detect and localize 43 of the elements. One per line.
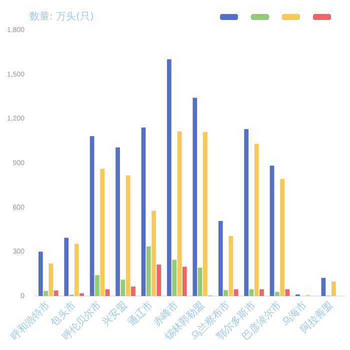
bar [54, 290, 58, 296]
bar [64, 238, 69, 296]
bar [218, 221, 223, 296]
bar [131, 286, 136, 296]
bar [203, 132, 208, 296]
x-tick-label: 兴安盟 [100, 298, 130, 329]
bar [177, 131, 182, 296]
bar [270, 166, 274, 296]
bar [254, 144, 259, 296]
bar [100, 168, 105, 296]
bar [274, 292, 280, 296]
bar [280, 178, 284, 296]
bar [321, 278, 326, 296]
bar [90, 136, 94, 296]
bar [234, 289, 238, 296]
bar [167, 59, 172, 296]
bar [152, 210, 156, 296]
bar [120, 280, 126, 296]
bar [116, 147, 120, 296]
bar [141, 127, 146, 296]
bar [192, 98, 198, 296]
bar [38, 252, 43, 296]
bar [105, 289, 110, 296]
bar [80, 293, 84, 296]
y-axis-title: 数量: 万头(只) [30, 10, 94, 23]
bar [182, 266, 187, 296]
bar [285, 289, 290, 296]
bar [224, 290, 228, 296]
bar [126, 175, 130, 296]
bar [95, 275, 100, 296]
bar [48, 263, 54, 296]
bar [198, 268, 202, 296]
bar [249, 289, 254, 296]
x-tick-label: 呼和浩特市 [8, 298, 52, 343]
bar [244, 129, 248, 296]
bar [74, 244, 79, 296]
bar [260, 289, 264, 296]
bar [146, 246, 151, 296]
bar [332, 282, 336, 296]
bar [156, 264, 162, 296]
bar [228, 236, 234, 296]
bar [44, 290, 48, 296]
bar [172, 260, 177, 296]
